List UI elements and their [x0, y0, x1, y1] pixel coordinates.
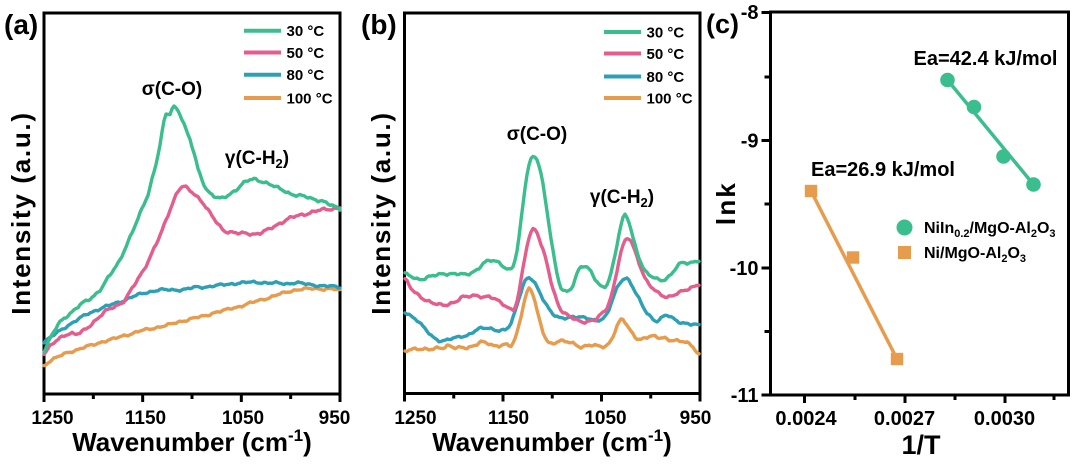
- svg-text:1150: 1150: [125, 408, 166, 429]
- svg-text:1150: 1150: [488, 408, 529, 429]
- svg-text:50 °C: 50 °C: [287, 45, 325, 62]
- svg-text:-9: -9: [741, 131, 759, 153]
- svg-text:σ(C-O): σ(C-O): [142, 79, 202, 100]
- svg-text:0.0030: 0.0030: [974, 408, 1035, 430]
- svg-text:0.0027: 0.0027: [874, 408, 935, 430]
- svg-text:80 °C: 80 °C: [647, 69, 685, 86]
- svg-text:lnk: lnk: [711, 181, 741, 225]
- svg-text:1250: 1250: [394, 408, 436, 429]
- svg-text:80 °C: 80 °C: [287, 67, 325, 84]
- svg-text:30 °C: 30 °C: [287, 23, 325, 40]
- svg-text:Ea=26.9 kJ/mol: Ea=26.9 kJ/mol: [811, 159, 955, 181]
- svg-text:Intensity (a.u.): Intensity (a.u.): [366, 111, 396, 314]
- svg-text:1/T: 1/T: [901, 430, 941, 459]
- svg-text:-11: -11: [731, 385, 759, 407]
- svg-text:30 °C: 30 °C: [647, 25, 685, 42]
- svg-text:100 °C: 100 °C: [287, 91, 333, 108]
- svg-text:σ(C-O): σ(C-O): [507, 124, 567, 145]
- svg-text:950: 950: [680, 408, 712, 429]
- svg-text:50 °C: 50 °C: [647, 46, 685, 63]
- svg-text:Wavenumber (cm-1): Wavenumber (cm-1): [432, 426, 672, 457]
- svg-text:-8: -8: [741, 2, 759, 24]
- svg-text:Intensity (a.u.): Intensity (a.u.): [6, 111, 36, 314]
- svg-text:1050: 1050: [584, 408, 626, 429]
- svg-text:0.0024: 0.0024: [775, 408, 837, 430]
- svg-text:1050: 1050: [222, 408, 264, 429]
- svg-text:(a): (a): [4, 9, 38, 40]
- svg-text:Ni/MgO-Al2O3: Ni/MgO-Al2O3: [924, 245, 1026, 265]
- svg-text:Ea=42.4 kJ/mol: Ea=42.4 kJ/mol: [914, 48, 1058, 70]
- svg-text:(c): (c): [706, 9, 739, 39]
- svg-text:(b): (b): [361, 9, 397, 40]
- svg-text:-10: -10: [730, 258, 759, 280]
- svg-text:Wavenumber (cm-1): Wavenumber (cm-1): [72, 426, 312, 457]
- svg-text:γ(C-H2): γ(C-H2): [225, 148, 289, 171]
- svg-text:γ(C-H2): γ(C-H2): [590, 187, 654, 210]
- svg-text:100 °C: 100 °C: [647, 91, 693, 108]
- svg-text:950: 950: [319, 408, 351, 429]
- svg-text:1250: 1250: [31, 408, 73, 429]
